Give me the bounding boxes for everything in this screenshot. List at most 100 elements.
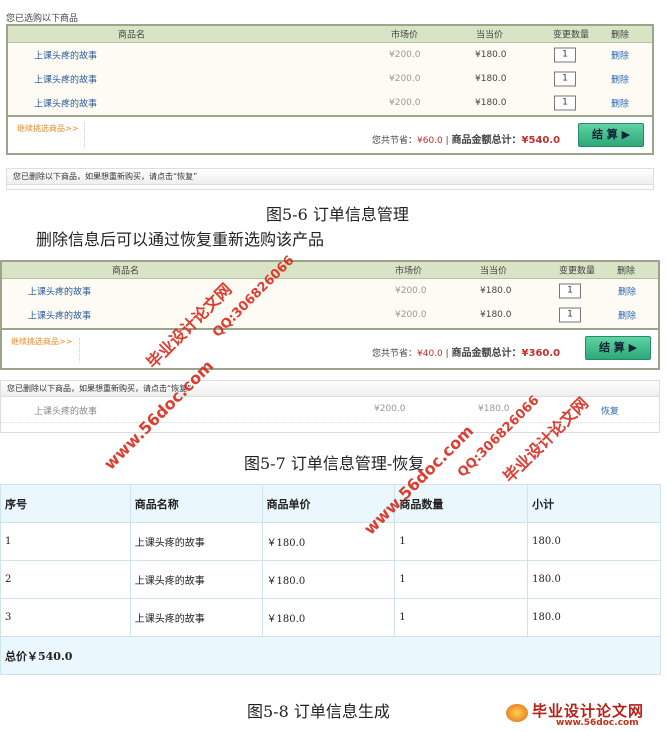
- delete-link[interactable]: 删除: [611, 99, 630, 110]
- save-label: 您共节省：: [372, 349, 418, 359]
- order-product-name: 上课头疼的故事: [129, 560, 263, 599]
- order-quantity: 1: [394, 522, 529, 561]
- order-quantity: 1: [394, 560, 529, 599]
- save-amount: ¥40.0: [417, 349, 443, 359]
- market-price: ¥200.0: [389, 74, 421, 84]
- deleted-title: 您已删除以下商品，如果想重新购买，请点击“恢复”: [7, 169, 653, 185]
- cart-row: 上课头疼的故事 ¥200.0 ¥180.0 1 删除: [2, 303, 658, 327]
- current-price: ¥180.0: [475, 98, 507, 108]
- order-total: 总价￥540.0: [0, 636, 661, 675]
- checkout-button[interactable]: 结 算 ▶: [578, 123, 644, 147]
- continue-shopping-link[interactable]: 继续挑选商品>>: [17, 124, 79, 133]
- deleted-row: 上课头疼的故事 ¥200.0 ¥180.0 恢复: [1, 397, 659, 423]
- header-name: 商品名: [118, 30, 146, 41]
- order-total-row: 总价￥540.0: [0, 636, 661, 675]
- product-name-link[interactable]: 上课头疼的故事: [34, 75, 98, 86]
- order-table: 序号 商品名称 商品单价 商品数量 小计 1 上课头疼的故事 ￥180.0 1 180.…: [0, 484, 661, 675]
- order-product-name: 上课头疼的故事: [129, 598, 263, 637]
- market-price: ¥200.0: [395, 286, 427, 296]
- order-row: 3 上课头疼的故事 ￥180.0 1 180.0: [0, 598, 661, 637]
- current-price: ¥180.0: [480, 310, 512, 320]
- quantity-input[interactable]: 1: [554, 47, 576, 63]
- header-price: 当当价: [476, 30, 504, 41]
- order-subtotal: 180.0: [527, 560, 661, 599]
- current-price: ¥180.0: [475, 50, 507, 60]
- delete-link[interactable]: 删除: [618, 311, 637, 322]
- save-label: 您共节省：: [372, 136, 418, 146]
- deleted-item-price: ¥180.0: [478, 404, 510, 414]
- header-delete: 删除: [611, 30, 630, 41]
- cart-row: 上课头疼的故事 ¥200.0 ¥180.0 1 删除: [2, 279, 658, 303]
- header-qty: 变更数量: [559, 266, 596, 277]
- paragraph: 删除信息后可以通过恢复重新选购该产品: [36, 230, 325, 249]
- header-product-name: 商品名称: [129, 484, 263, 523]
- current-price: ¥180.0: [480, 286, 512, 296]
- delete-link[interactable]: 删除: [611, 75, 630, 86]
- header-market: 市场价: [395, 266, 423, 277]
- order-header-row: 序号 商品名称 商品单价 商品数量 小计: [0, 484, 661, 523]
- current-price: ¥180.0: [475, 74, 507, 84]
- header-index: 序号: [0, 484, 131, 523]
- total-label: 商品金额总计：: [451, 348, 522, 359]
- continue-shopping-link[interactable]: 继续挑选商品>>: [11, 337, 73, 346]
- order-index: 1: [0, 522, 131, 561]
- order-index: 2: [0, 560, 131, 599]
- cart-footer: 继续挑选商品>> 您共节省：¥40.0 | 商品金额总计：¥360.0 结 算 …: [2, 328, 658, 368]
- logo-site: www.56doc.com: [556, 718, 639, 728]
- header-unit-price: 商品单价: [261, 484, 396, 523]
- market-price: ¥200.0: [389, 98, 421, 108]
- quantity-input[interactable]: 1: [559, 283, 581, 299]
- order-unit-price: ￥180.0: [261, 522, 396, 561]
- cart-table: 商品名 市场价 当当价 变更数量 删除 上课头疼的故事 ¥200.0 ¥180.…: [6, 24, 654, 155]
- order-unit-price: ￥180.0: [261, 598, 396, 637]
- site-logo: 毕业设计论文网 www.56doc.com: [506, 700, 666, 730]
- deleted-title: 您已删除以下商品，如果想重新购买，请点击“恢复”: [1, 381, 659, 397]
- deleted-items-box: 您已删除以下商品，如果想重新购买，请点击“恢复” 上课头疼的故事 ¥200.0 …: [0, 380, 660, 433]
- restore-link[interactable]: 恢复: [601, 407, 620, 417]
- header-quantity: 商品数量: [394, 484, 529, 523]
- product-name-link[interactable]: 上课头疼的故事: [34, 99, 98, 110]
- header-qty: 变更数量: [553, 30, 590, 41]
- figure-caption: 图5-8 订单信息生成: [247, 702, 390, 721]
- market-price: ¥200.0: [395, 310, 427, 320]
- order-quantity: 1: [394, 598, 529, 637]
- logo-emblem-icon: [506, 704, 528, 722]
- delete-link[interactable]: 删除: [618, 287, 637, 298]
- deleted-item-market: ¥200.0: [374, 404, 406, 414]
- quantity-input[interactable]: 1: [554, 95, 576, 111]
- header-delete: 删除: [617, 266, 636, 277]
- cart-header: 商品名 市场价 当当价 变更数量 删除: [8, 26, 652, 43]
- header-name: 商品名: [112, 266, 140, 277]
- divider: [84, 123, 85, 147]
- quantity-input[interactable]: 1: [554, 71, 576, 87]
- divider: [79, 338, 80, 362]
- quantity-input[interactable]: 1: [559, 307, 581, 323]
- order-index: 3: [0, 598, 131, 637]
- product-name-link[interactable]: 上课头疼的故事: [28, 287, 92, 298]
- order-subtotal: 180.0: [527, 598, 661, 637]
- order-unit-price: ￥180.0: [261, 560, 396, 599]
- deleted-items-box: 您已删除以下商品，如果想重新购买，请点击“恢复”: [6, 168, 654, 190]
- market-price: ¥200.0: [389, 50, 421, 60]
- delete-link[interactable]: 删除: [611, 51, 630, 62]
- save-amount: ¥60.0: [417, 136, 443, 146]
- order-row: 1 上课头疼的故事 ￥180.0 1 180.0: [0, 522, 661, 561]
- figure-caption: 图5-6 订单信息管理: [266, 205, 409, 224]
- cart-table: 商品名 市场价 当当价 变更数量 删除 上课头疼的故事 ¥200.0 ¥180.…: [0, 260, 660, 370]
- cart-row: 上课头疼的故事 ¥200.0 ¥180.0 1 删除: [8, 43, 652, 67]
- product-name-link[interactable]: 上课头疼的故事: [34, 51, 98, 62]
- cart-row: 上课头疼的故事 ¥200.0 ¥180.0 1 删除: [8, 91, 652, 115]
- total-amount: ¥360.0: [521, 348, 561, 359]
- figure-caption: 图5-7 订单信息管理-恢复: [244, 454, 425, 473]
- product-name-link[interactable]: 上课头疼的故事: [28, 311, 92, 322]
- cart-title: 您已选购以下商品: [6, 14, 79, 24]
- cart-row: 上课头疼的故事 ¥200.0 ¥180.0 1 删除: [8, 67, 652, 91]
- total-label: 商品金额总计：: [451, 135, 522, 146]
- cart-footer: 继续挑选商品>> 您共节省：¥60.0 | 商品金额总计：¥540.0 结 算 …: [8, 115, 652, 153]
- header-market: 市场价: [391, 30, 419, 41]
- order-product-name: 上课头疼的故事: [129, 522, 263, 561]
- header-price: 当当价: [480, 266, 508, 277]
- checkout-button[interactable]: 结 算 ▶: [585, 336, 651, 360]
- deleted-item-name: 上课头疼的故事: [34, 407, 98, 417]
- cart-header: 商品名 市场价 当当价 变更数量 删除: [2, 262, 658, 279]
